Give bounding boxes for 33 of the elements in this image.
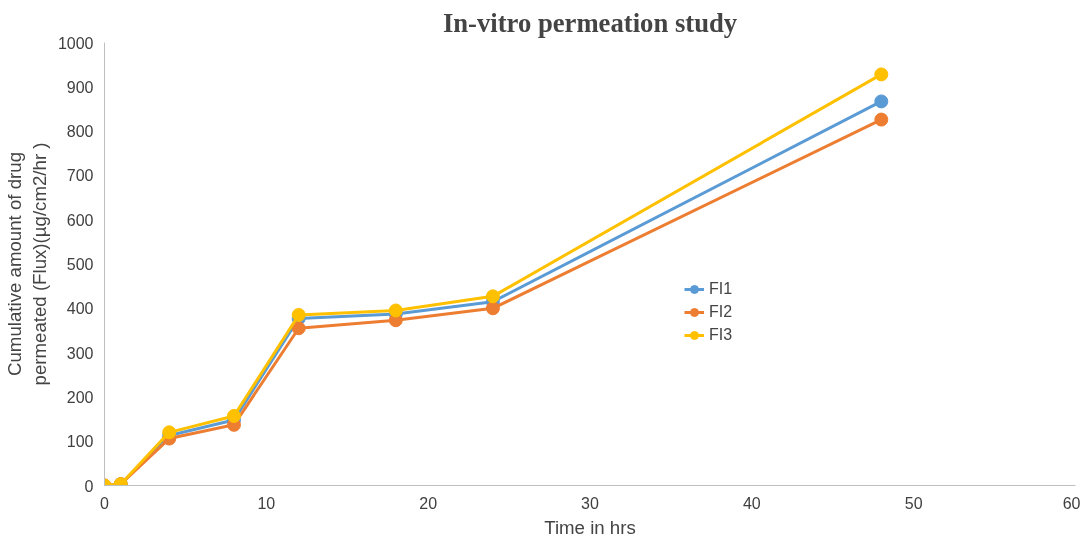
x-tick-label: 0 <box>100 494 110 512</box>
point <box>874 67 889 82</box>
x-tick-label: 30 <box>581 494 599 512</box>
y-tick-label: 200 <box>66 388 94 406</box>
y-tick-label: 900 <box>66 78 94 96</box>
legend-label: FI1 <box>709 280 733 298</box>
point <box>291 321 306 336</box>
y-tick-label: 400 <box>66 300 94 318</box>
x-tick-label: 40 <box>742 494 761 512</box>
x-tick-label: 60 <box>1062 494 1081 512</box>
y-tick-label: 600 <box>66 211 94 229</box>
point <box>874 94 889 109</box>
y-tick-label: 800 <box>66 123 94 141</box>
point <box>226 408 241 423</box>
x-tick-label: 10 <box>257 494 276 512</box>
y-tick-label: 1000 <box>57 34 94 52</box>
y-axis-title: Cumulative amount of drug permeated (Flux)(µg/cm2/hr ) <box>3 142 50 386</box>
legend-label: FI2 <box>709 303 733 321</box>
y-tick-label: 0 <box>84 477 94 495</box>
point <box>485 301 500 316</box>
x-tick-label: 20 <box>419 494 438 512</box>
y-tick-label: 700 <box>66 167 94 185</box>
point <box>388 303 403 318</box>
chart-title: In-vitro permeation study <box>442 7 738 38</box>
y-tick-label: 300 <box>66 344 94 362</box>
legend-label: FI3 <box>709 326 733 344</box>
x-axis-title: Time in hrs <box>544 516 636 538</box>
y-tick-label: 500 <box>66 256 94 273</box>
y-tick-label: 100 <box>66 433 94 451</box>
x-tick-label: 50 <box>904 494 923 512</box>
point <box>874 112 889 127</box>
point <box>291 307 306 322</box>
point <box>485 289 500 304</box>
